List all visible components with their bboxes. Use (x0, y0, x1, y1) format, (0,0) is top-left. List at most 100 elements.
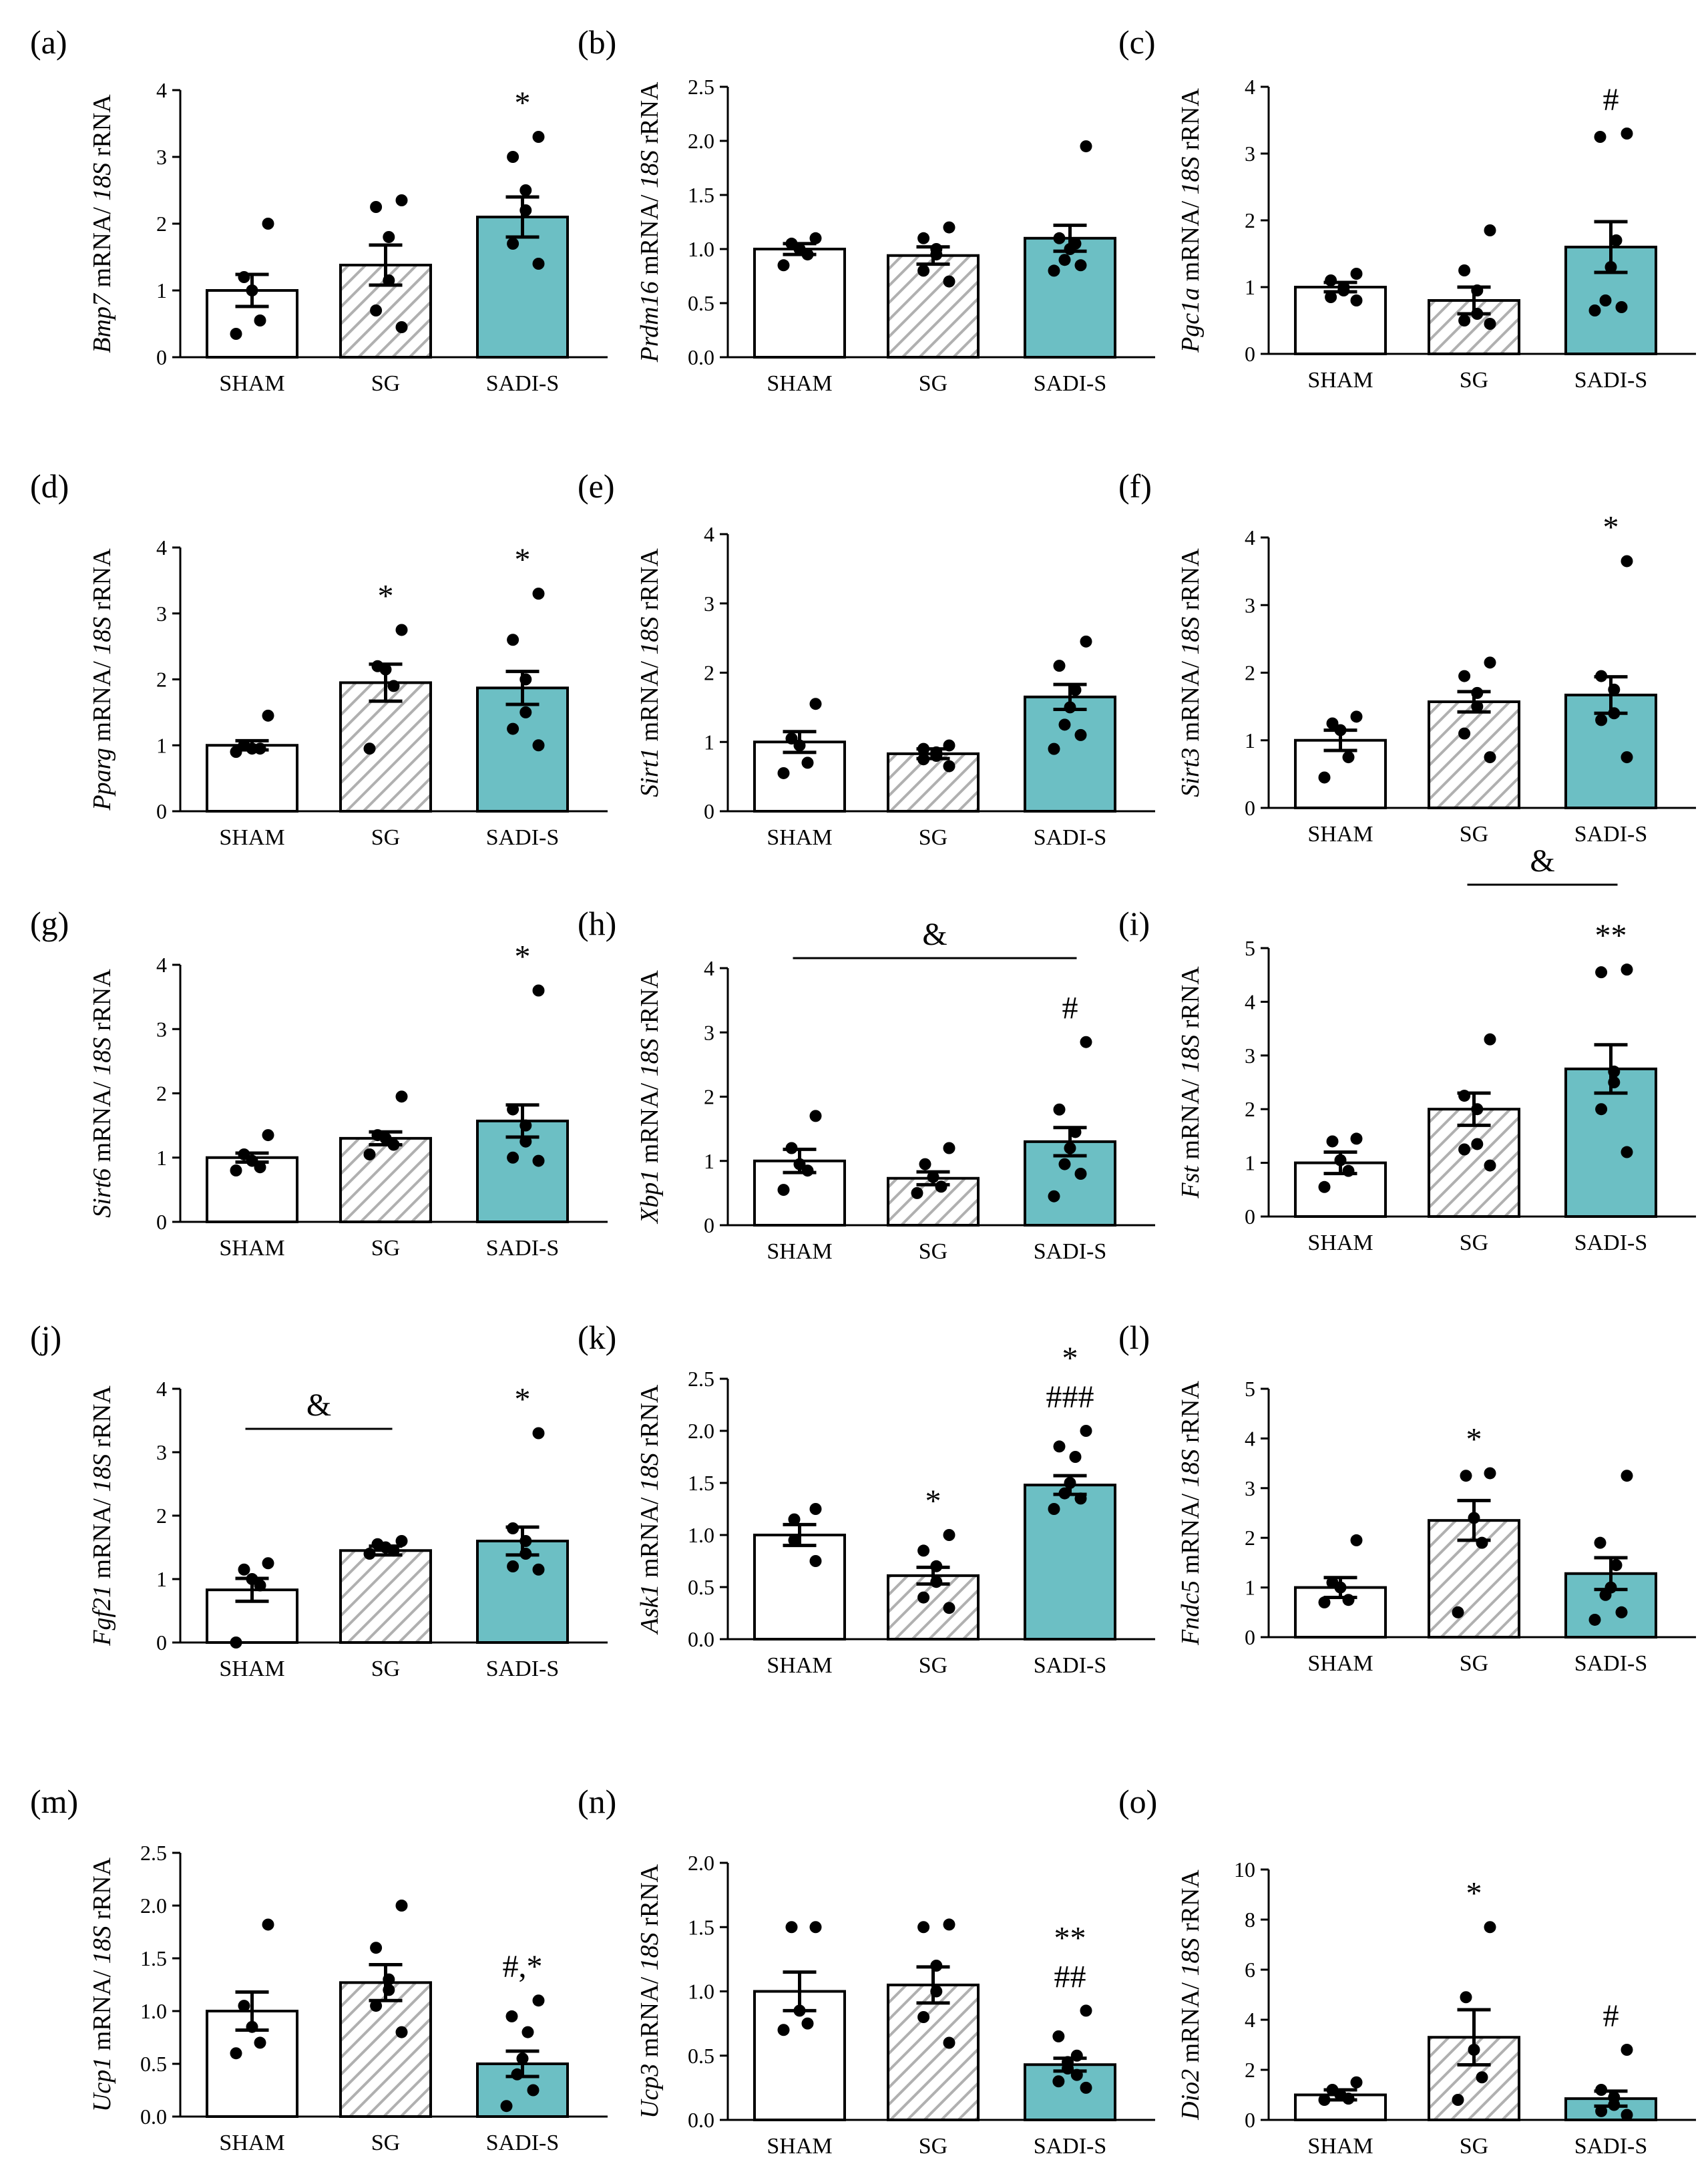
data-point (532, 1563, 545, 1576)
bar-sham (1294, 1586, 1387, 1639)
data-point (1458, 670, 1471, 682)
y-tick-label: 3 (704, 1020, 714, 1044)
data-point (1476, 2071, 1488, 2084)
data-point (519, 1535, 532, 1547)
data-point (917, 1544, 930, 1557)
y-tick-label: 4 (1245, 525, 1255, 550)
y-tick-label: 0.0 (140, 2105, 167, 2129)
y-axis-unit: mRNA/ (1177, 194, 1205, 287)
data-point (1342, 1594, 1355, 1606)
data-point (230, 328, 242, 340)
data-point (1080, 140, 1092, 153)
data-point (1484, 1159, 1496, 1172)
data-point (930, 1576, 943, 1588)
data-point (507, 1103, 519, 1116)
data-point (1608, 683, 1621, 696)
y-tick-label: 3 (156, 1017, 167, 1041)
y-axis-ref: 18S (88, 1926, 116, 1964)
data-point (238, 271, 250, 283)
x-tick-label: SADI-S (1574, 1651, 1648, 1676)
data-point (1318, 1596, 1331, 1608)
data-point (254, 1579, 266, 1592)
y-tick-label: 2 (704, 661, 714, 685)
data-point (1070, 2068, 1083, 2081)
panel-fgf21: (j) Fgf21 mRNA/ 18S rRNA 0 1 2 3 4 SHAM SG SADI-S… (30, 1319, 608, 1681)
bracket-label: & (922, 917, 947, 952)
bar-sham (753, 248, 846, 359)
x-tick-label: SG (1460, 2134, 1488, 2159)
y-tick-label: 2 (1245, 661, 1255, 685)
x-tick-label: SADI-S (1034, 1653, 1107, 1678)
data-point (1058, 1487, 1071, 1500)
significance-label: * (1603, 509, 1619, 545)
y-tick-label: 2 (156, 1504, 167, 1528)
y-tick-label: 2.0 (688, 1419, 714, 1443)
data-point (519, 204, 532, 216)
data-point (935, 1180, 947, 1193)
data-point (1080, 635, 1092, 648)
data-point (1471, 284, 1484, 296)
data-point (1064, 243, 1076, 255)
data-point (532, 1427, 545, 1440)
y-tick-label: 4 (1245, 2008, 1255, 2032)
data-point (917, 742, 930, 755)
panel-letter: (g) (30, 905, 69, 942)
data-point (519, 1135, 532, 1148)
y-axis-label: Sirt1 mRNA/ 18S rRNA (636, 548, 664, 797)
y-axis-gene: Sirt6 (88, 1168, 116, 1218)
y-axis-unit: mRNA/ (1177, 1976, 1205, 2069)
y-axis-ref: 18S (88, 1454, 116, 1492)
data-point (1621, 128, 1633, 140)
y-tick-label: 1 (1245, 1576, 1255, 1600)
data-point (1484, 224, 1496, 236)
y-axis-ref: 18S (636, 1038, 664, 1076)
y-tick-label: 2 (156, 668, 167, 692)
data-point (793, 739, 806, 752)
panel-prdm16: (b) Prdm16 mRNA/ 18S rRNA 0.0 0.5 1.0 1.5 2.0 2… (578, 23, 1155, 396)
data-point (387, 1544, 400, 1557)
panel-letter: (f) (1118, 467, 1152, 505)
data-point (262, 709, 274, 722)
data-point (1070, 2049, 1083, 2062)
data-point (1350, 710, 1363, 723)
data-point (1074, 259, 1087, 272)
y-axis-ref: 18S (636, 150, 664, 188)
data-point (1053, 660, 1066, 672)
panel-letter: (e) (578, 467, 615, 505)
y-axis-unit: mRNA/ (1177, 655, 1205, 748)
significance-label: * (1466, 1422, 1482, 1457)
bracket-label: & (306, 1387, 331, 1423)
y-tick-label: 0 (704, 799, 714, 823)
data-point (254, 1161, 266, 1174)
data-point (1460, 1470, 1472, 1482)
y-tick-label: 0.0 (688, 2108, 714, 2132)
data-point (919, 1158, 931, 1170)
data-point (1484, 1921, 1496, 1934)
data-point (1053, 232, 1066, 244)
data-point (246, 1154, 258, 1167)
y-axis-ref: 18S (636, 1932, 664, 1970)
data-point (1342, 751, 1355, 764)
y-tick-label: 2.0 (688, 1851, 714, 1875)
x-tick-label: SHAM (219, 2131, 284, 2155)
y-tick-label: 1.0 (688, 237, 714, 261)
data-point (507, 1560, 519, 1572)
y-tick-label: 0 (156, 345, 167, 369)
data-point (1048, 1190, 1060, 1203)
data-point (917, 753, 930, 766)
data-point (917, 1591, 930, 1604)
data-point (1621, 1470, 1633, 1482)
data-point (1062, 2062, 1074, 2074)
data-point (801, 2017, 814, 2030)
data-point (1334, 1154, 1347, 1166)
y-tick-label: 1 (156, 1567, 167, 1591)
data-point (1458, 727, 1471, 740)
y-tick-label: 4 (156, 1377, 167, 1401)
y-axis-unit: mRNA/ (88, 201, 116, 294)
y-axis-unit: mRNA/ (636, 1491, 664, 1584)
data-point (1621, 751, 1633, 764)
y-axis-gene: Fst (1177, 1165, 1205, 1199)
y-axis-suffix: rRNA (88, 548, 116, 617)
significance-label: * (515, 542, 531, 578)
